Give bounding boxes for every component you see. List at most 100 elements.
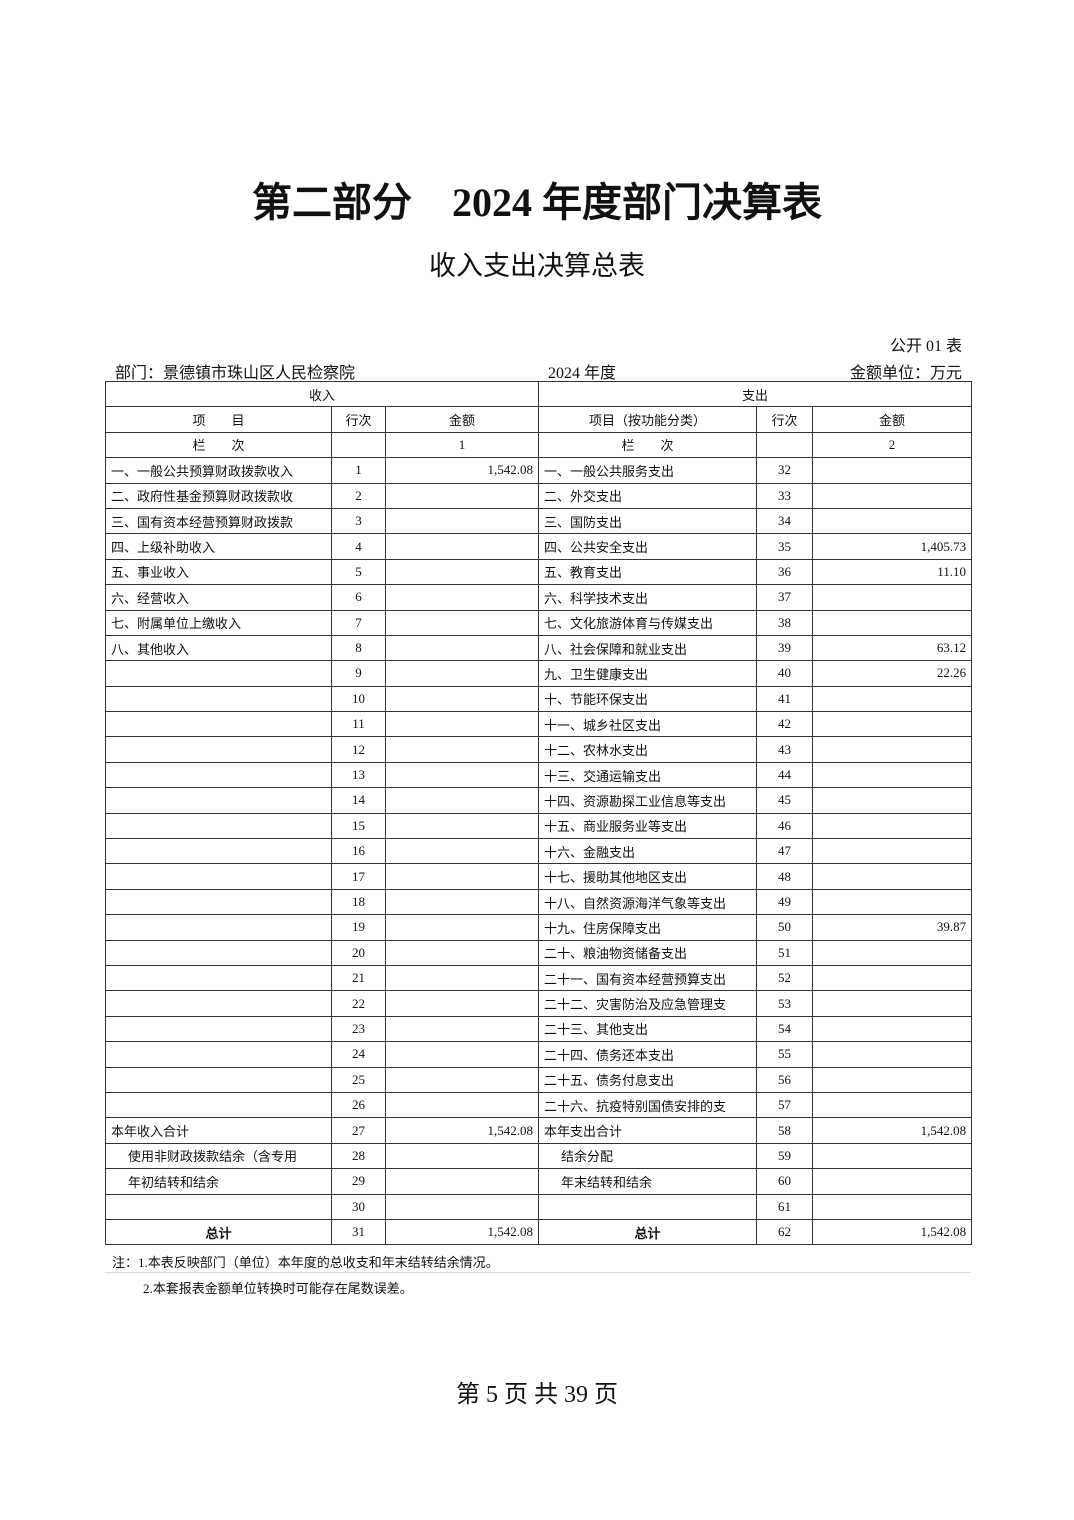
- table-cell: [105, 939, 332, 966]
- table-cell: [384, 584, 540, 611]
- form-number: 公开 01 表: [889, 338, 962, 355]
- table-cell: [384, 761, 540, 789]
- table-cell: [538, 1193, 758, 1220]
- table-cell: 17: [331, 863, 386, 890]
- table-cell: 49: [756, 888, 814, 916]
- table-cell: 四、公共安全支出: [538, 533, 758, 560]
- table-cell: 1,542.08: [384, 1117, 540, 1144]
- table-cell: 39.87: [812, 914, 973, 941]
- table-cell: 一、一般公共预算财政拨款收入: [105, 457, 332, 484]
- table-row: 项 目行次 金额 项目（按功能分类） 行次 金额: [105, 406, 973, 433]
- table-cell: 37: [756, 584, 814, 611]
- table-cell: 二十四、债务还本支出: [538, 1041, 758, 1068]
- table-cell: [384, 1193, 540, 1220]
- table-cell: 1: [384, 431, 540, 459]
- table-cell: 27: [331, 1117, 386, 1144]
- note: 2.本套报表金额单位转换时可能存在尾数误差。: [143, 1281, 413, 1296]
- table-cell: 行次: [331, 406, 386, 433]
- table-cell: [812, 761, 973, 789]
- table-cell: 金额: [384, 406, 540, 433]
- table-cell: 一、一般公共服务支出: [538, 457, 758, 484]
- table-cell: [384, 634, 540, 662]
- table-cell: 12: [331, 736, 386, 763]
- table-cell: 五、事业收入: [105, 558, 332, 586]
- table-cell: 七、附属单位上缴收入: [105, 609, 332, 636]
- table-row: 本年收入合计 27 1,542.08 本年支出合计 58 1,542.08: [105, 1117, 973, 1144]
- table-cell: 十三、交通运输支出: [538, 761, 758, 789]
- table-cell: [756, 431, 814, 459]
- table-cell: 54: [756, 1015, 814, 1043]
- table-cell: 1,542.08: [812, 1218, 973, 1246]
- table-cell: 栏 次: [105, 431, 332, 459]
- table-cell: 九、卫生健康支出: [538, 660, 758, 687]
- table-cell: 四、上级补助收入: [105, 533, 332, 560]
- table-cell: 二十一、国有资本经营预算支出: [538, 964, 758, 992]
- table-cell: [384, 1015, 540, 1043]
- table-cell: 收入: [104, 380, 540, 408]
- table-cell: [384, 609, 540, 636]
- table-cell: [105, 787, 332, 814]
- table-cell: [812, 1193, 973, 1220]
- table-cell: [384, 533, 540, 560]
- table-cell: [105, 761, 332, 789]
- table-row: 9 九、卫生健康支出 40 22.26: [105, 660, 973, 687]
- table-row: 30 61: [105, 1193, 973, 1220]
- table-row: 18 十八、自然资源海洋气象等支出 49: [105, 888, 973, 916]
- table-cell: 61: [756, 1193, 814, 1220]
- table-cell: 十四、资源勘探工业信息等支出: [538, 787, 758, 814]
- table-cell: [331, 431, 386, 459]
- table-cell: [384, 964, 540, 992]
- table-cell: [812, 584, 973, 611]
- table-cell: 33: [756, 482, 814, 509]
- table-row: 使用非财政拨款结余（含专用 28 结余分配 59: [105, 1142, 973, 1170]
- table-row: 四、上级补助收入 4 四、公共安全支出 35 1,405.73: [105, 533, 973, 560]
- table-cell: 39: [756, 634, 814, 662]
- table-cell: 40: [756, 660, 814, 687]
- table-cell: [384, 1041, 540, 1068]
- table-cell: [812, 457, 973, 484]
- table-cell: 本年收入合计: [105, 1117, 332, 1144]
- table-cell: 栏 次: [538, 431, 758, 459]
- table-cell: 38: [756, 609, 814, 636]
- table-cell: 八、其他收入: [105, 634, 332, 662]
- table-cell: 53: [756, 990, 814, 1017]
- table-row: 14 十四、资源勘探工业信息等支出 45: [105, 787, 973, 814]
- table-cell: 6: [331, 584, 386, 611]
- table-row: 收入 支出: [104, 380, 973, 408]
- table-cell: [105, 863, 332, 890]
- table-row: 六、经营收入 6 六、科学技术支出 37: [105, 584, 973, 611]
- table-row: 七、附属单位上缴收入 7 七、文化旅游体育与传媒支出 38: [105, 609, 973, 636]
- table-cell: 52: [756, 964, 814, 992]
- table-cell: 8: [331, 634, 386, 662]
- table-cell: 19: [331, 914, 386, 941]
- table-cell: 21: [331, 964, 386, 992]
- table-cell: 总计: [538, 1218, 758, 1246]
- table-cell: 年末结转和结余: [538, 1168, 758, 1195]
- table-cell: 43: [756, 736, 814, 763]
- table-cell: 28: [331, 1142, 386, 1170]
- table-cell: [384, 558, 540, 586]
- table-cell: 十二、农林水支出: [538, 736, 758, 763]
- table-cell: 2: [812, 431, 973, 459]
- table-cell: 支出: [538, 380, 973, 408]
- table-cell: [812, 1041, 973, 1068]
- table-cell: 9: [331, 660, 386, 687]
- subtitle: 收入支出决算总表: [429, 251, 645, 282]
- table-cell: [384, 888, 540, 916]
- table-cell: [105, 990, 332, 1017]
- table-cell: 51: [756, 939, 814, 966]
- table-cell: 15: [331, 812, 386, 840]
- table-cell: [384, 736, 540, 763]
- table-cell: [812, 838, 973, 865]
- table-cell: 20: [331, 939, 386, 966]
- table-cell: 十、节能环保支出: [538, 685, 758, 713]
- table-row: 二、政府性基金预算财政拨款收 2 二、外交支出 33: [105, 482, 973, 509]
- title: 第二部分 2024 年度部门决算表: [252, 180, 822, 225]
- table-cell: [384, 990, 540, 1017]
- table-cell: 十八、自然资源海洋气象等支出: [538, 888, 758, 916]
- table-cell: [812, 888, 973, 916]
- table-cell: 二十、粮油物资储备支出: [538, 939, 758, 966]
- table-cell: 5: [331, 558, 386, 586]
- table-cell: 项 目: [105, 406, 332, 433]
- table-row: 25 二十五、债务付息支出 56: [105, 1066, 973, 1093]
